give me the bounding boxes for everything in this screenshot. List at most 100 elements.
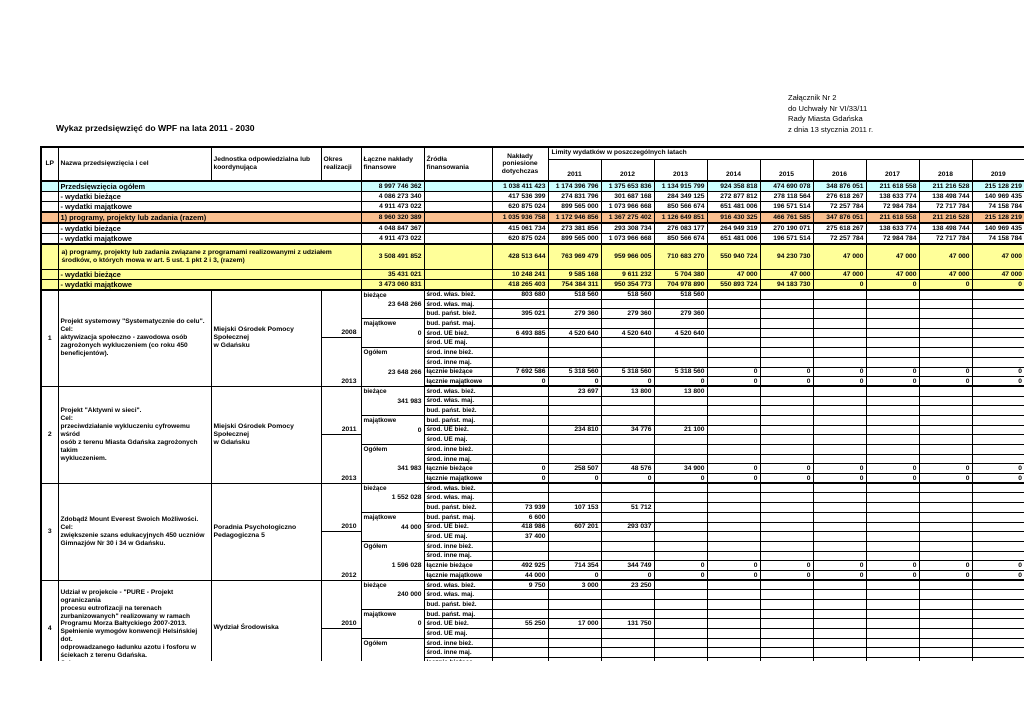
year-value (653, 453, 708, 465)
project-row: środ. inne maj. (41, 647, 1024, 659)
col-header-year-2011: 2011 (547, 158, 602, 182)
project-row: środ. włas. maj. (41, 589, 1024, 600)
year-value: 234 810 (547, 424, 602, 436)
summary-label: - wydatki bieżące (57, 268, 362, 280)
year-value: 47 000 (812, 268, 867, 280)
year-value: 850 566 674 (653, 201, 708, 213)
year-value (706, 521, 761, 533)
incurred-value: 73 939 (491, 502, 549, 513)
incurred-value: 395 021 (491, 308, 549, 320)
totals-current: bieżące 23 648 266 (360, 288, 425, 320)
year-value: 284 349 125 (653, 191, 708, 202)
total-finance-value: 8 997 746 362 (360, 180, 425, 192)
year-value: 0 (759, 366, 814, 378)
year-value (918, 414, 973, 426)
source-label: środ. włas. maj. (423, 298, 493, 310)
project-row: majątkowe 0 bud. państ. maj. (41, 318, 1024, 349)
year-value (547, 511, 602, 523)
year-value (653, 347, 708, 358)
year-value (865, 540, 920, 552)
year-value (547, 531, 602, 542)
totals-group-label: majątkowe (363, 320, 397, 328)
incurred-value: 9 750 (491, 579, 549, 591)
project-block: 1 Projekt systemowy "Systematycznie do ce… (40, 288, 1024, 388)
project-row: środ. inne maj. (41, 550, 1024, 562)
year-value (865, 289, 920, 300)
year-value (971, 492, 1024, 504)
year-value (653, 502, 708, 513)
totals-group-label: Ogółem (363, 446, 388, 453)
year-value (547, 540, 602, 552)
year-value (918, 511, 973, 523)
incurred-value (491, 550, 549, 562)
year-value: 0 (759, 569, 814, 582)
year-value: 211 618 558 (865, 180, 920, 192)
year-value (971, 637, 1024, 649)
year-value (812, 628, 867, 639)
year-value (865, 385, 920, 397)
incurred-value: 0 (491, 463, 549, 475)
year-value (812, 308, 867, 320)
year-value: 94 230 730 (759, 243, 814, 270)
project-row: bud. państ. bież. 395 021 279 360 279 360 27… (41, 308, 1024, 320)
year-value (759, 492, 814, 504)
col-header-name: Nazwa przedsięwzięcia i cel (57, 146, 212, 182)
year-value (971, 337, 1024, 349)
year-value (706, 405, 761, 416)
summary-section: Przedsięwzięcia ogółem 8 997 746 362 1 038… (40, 180, 1024, 291)
year-value (865, 453, 920, 465)
year-value: 1 367 275 402 (600, 211, 655, 224)
year-value: 72 257 784 (812, 201, 867, 213)
year-value (918, 385, 973, 397)
year-value (653, 521, 708, 533)
project-row: Ogółem 341 983 środ. inne bież. (41, 444, 1024, 484)
year-value (971, 540, 1024, 552)
incurred-value (491, 444, 549, 455)
col-header-unit: Jednostka odpowiedzialna lub koordynując… (210, 146, 322, 182)
year-value: 466 761 585 (759, 211, 814, 224)
source-label: bud. państ. maj. (423, 414, 493, 426)
totals-group-value: 240 000 (397, 591, 422, 599)
year-value: 138 498 744 (918, 222, 973, 234)
summary-label: - wydatki majątkowe (57, 233, 362, 245)
year-value (547, 298, 602, 310)
summary-row: - wydatki majątkowe 3 473 060 831 418 265 … (40, 278, 1024, 291)
year-value: 279 360 (600, 308, 655, 320)
year-value: 301 687 168 (600, 191, 655, 202)
summary-label: - wydatki bieżące (57, 191, 362, 202)
year-value: 518 560 (547, 289, 602, 300)
col-header-incurred: Nakłady poniesione dotychczas (491, 146, 549, 182)
year-value (547, 599, 602, 610)
totals-group-label: majątkowe (363, 416, 397, 424)
project-lp: 3 (40, 482, 59, 581)
year-value (812, 327, 867, 339)
year-value: 4 520 640 (547, 327, 602, 339)
lp-cell (40, 180, 59, 192)
incurred-value: 418 986 (491, 521, 549, 533)
year-value: 550 940 724 (706, 243, 761, 270)
project-unit: Miejski Ośrodek Pomocy Społecznej w Gdań… (210, 289, 322, 387)
year-value (812, 337, 867, 349)
year-value: 4 520 640 (653, 327, 708, 339)
year-value: 474 690 078 (759, 180, 814, 192)
year-value: 0 (918, 569, 973, 582)
incurred-value (491, 434, 549, 445)
period-end: 2012 (320, 531, 362, 581)
summary-label: - wydatki majątkowe (57, 201, 362, 213)
year-value (865, 347, 920, 358)
year-value (706, 308, 761, 320)
incurred-value (491, 337, 549, 349)
project-row: środ. włas. maj. (41, 492, 1024, 504)
year-value: 264 949 319 (706, 222, 761, 234)
period-start: 2011 (320, 385, 362, 436)
year-value: 1 073 966 668 (600, 201, 655, 213)
year-value (812, 599, 867, 610)
year-value: 3 000 (547, 579, 602, 591)
year-value (918, 434, 973, 445)
year-value (706, 647, 761, 659)
year-value: 0 (812, 569, 867, 582)
year-value: 74 158 784 (971, 201, 1024, 213)
source-label: środ. UE maj. (423, 531, 493, 542)
year-value (918, 289, 973, 300)
year-value (865, 531, 920, 542)
